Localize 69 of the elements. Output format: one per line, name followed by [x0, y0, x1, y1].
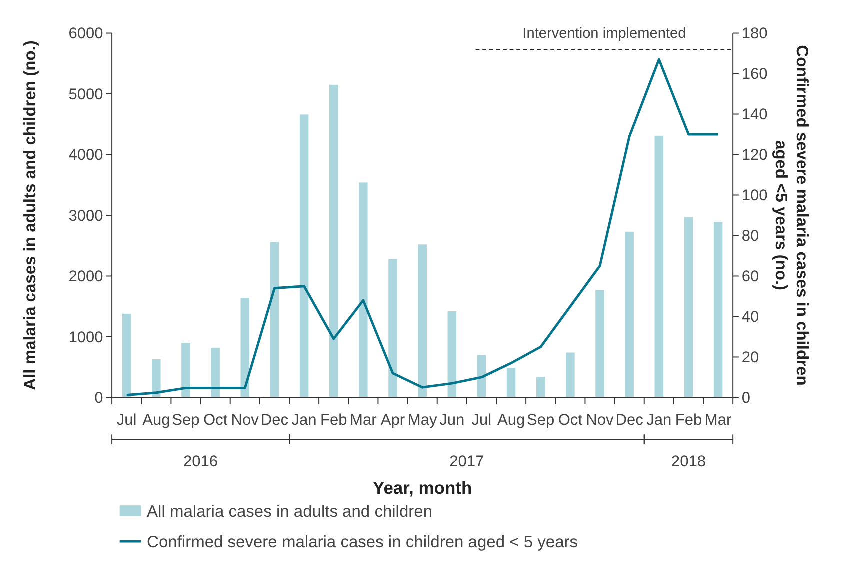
x-tick-label: Nov	[231, 412, 260, 429]
x-tick-label: Jul	[116, 412, 137, 429]
x-tick-label: Oct	[558, 412, 584, 429]
y-axis-title: All malaria cases in adults and children (no.)	[20, 40, 40, 390]
bar	[596, 290, 604, 398]
bar	[566, 352, 575, 398]
y2-tick-label: 0	[742, 390, 751, 408]
y-tick-label: 1000	[68, 329, 104, 346]
x-tick-label: Sep	[172, 412, 200, 429]
x-tick-label: Feb	[675, 412, 702, 429]
bar	[182, 343, 190, 398]
y-tick-label: 5000	[68, 86, 104, 104]
x-tick-label: Jan	[646, 412, 672, 429]
x-tick-label: Aug	[142, 412, 170, 429]
bar	[329, 84, 338, 398]
x-tick-label: Sep	[527, 412, 555, 429]
x-tick-label: Apr	[380, 412, 406, 429]
y2-tick-label: 20	[742, 350, 760, 367]
bar	[625, 232, 634, 398]
y2-tick-label: 60	[742, 268, 760, 286]
bar	[684, 217, 694, 398]
line-series	[126, 58, 720, 397]
text: 2018	[671, 454, 706, 471]
x-tick-label: Dec	[616, 412, 644, 429]
y2-tick-label: 120	[742, 147, 768, 164]
bar	[418, 244, 427, 398]
bar	[477, 355, 486, 398]
bar	[536, 377, 546, 398]
x-tick-label: Feb	[320, 412, 348, 429]
x-tick-label: Jul	[472, 412, 492, 429]
bar	[714, 222, 723, 398]
x-tick-label: Jan	[292, 412, 317, 429]
y-tick-label: 0	[94, 390, 104, 408]
y2-tick-label: 40	[742, 309, 760, 326]
y2-tick-label: 180	[742, 26, 768, 43]
y2-tick-label: 80	[742, 228, 760, 246]
x-tick-label: May	[408, 412, 438, 429]
text: 2017	[450, 454, 484, 471]
bar	[152, 359, 161, 398]
x-axis-title: Year, month	[373, 478, 472, 498]
bar	[122, 314, 132, 398]
legend-label: Confirmed severe malaria cases in children aged < 5 years	[147, 532, 578, 552]
x-tick-label: Oct	[203, 412, 228, 429]
y2-tick-label: 100	[742, 188, 768, 205]
y-tick-label: 2000	[68, 268, 104, 286]
bar	[388, 259, 398, 398]
bar	[240, 298, 250, 398]
bar	[506, 368, 516, 398]
bar	[270, 242, 280, 398]
x-tick-label: Dec	[260, 412, 289, 429]
y2-axis-title: Confirmed severe malaria cases in children aged <5 years (no.)	[772, 45, 812, 386]
x-tick-label: Jun	[440, 412, 465, 429]
x-tick-label: Aug	[497, 412, 526, 429]
y-tick-label: 4000	[68, 147, 104, 164]
y2-tick-label: 140	[742, 106, 768, 124]
y2-tick-label: 160	[742, 66, 768, 84]
bar	[359, 182, 368, 398]
x-tick-label: Mar	[704, 412, 732, 429]
text: 2016	[183, 454, 218, 471]
x-tick-label: Mar	[350, 412, 377, 429]
y-tick-label: 6000	[68, 26, 104, 43]
bar	[654, 136, 664, 398]
bar	[448, 311, 457, 398]
bar	[211, 348, 220, 398]
ref-line-label: Intervention implemented	[522, 26, 686, 42]
y-tick-label: 3000	[68, 208, 104, 225]
legend-label: All malaria cases in adults and children	[147, 502, 433, 522]
bar	[300, 114, 309, 398]
x-tick-label: Nov	[586, 412, 614, 429]
